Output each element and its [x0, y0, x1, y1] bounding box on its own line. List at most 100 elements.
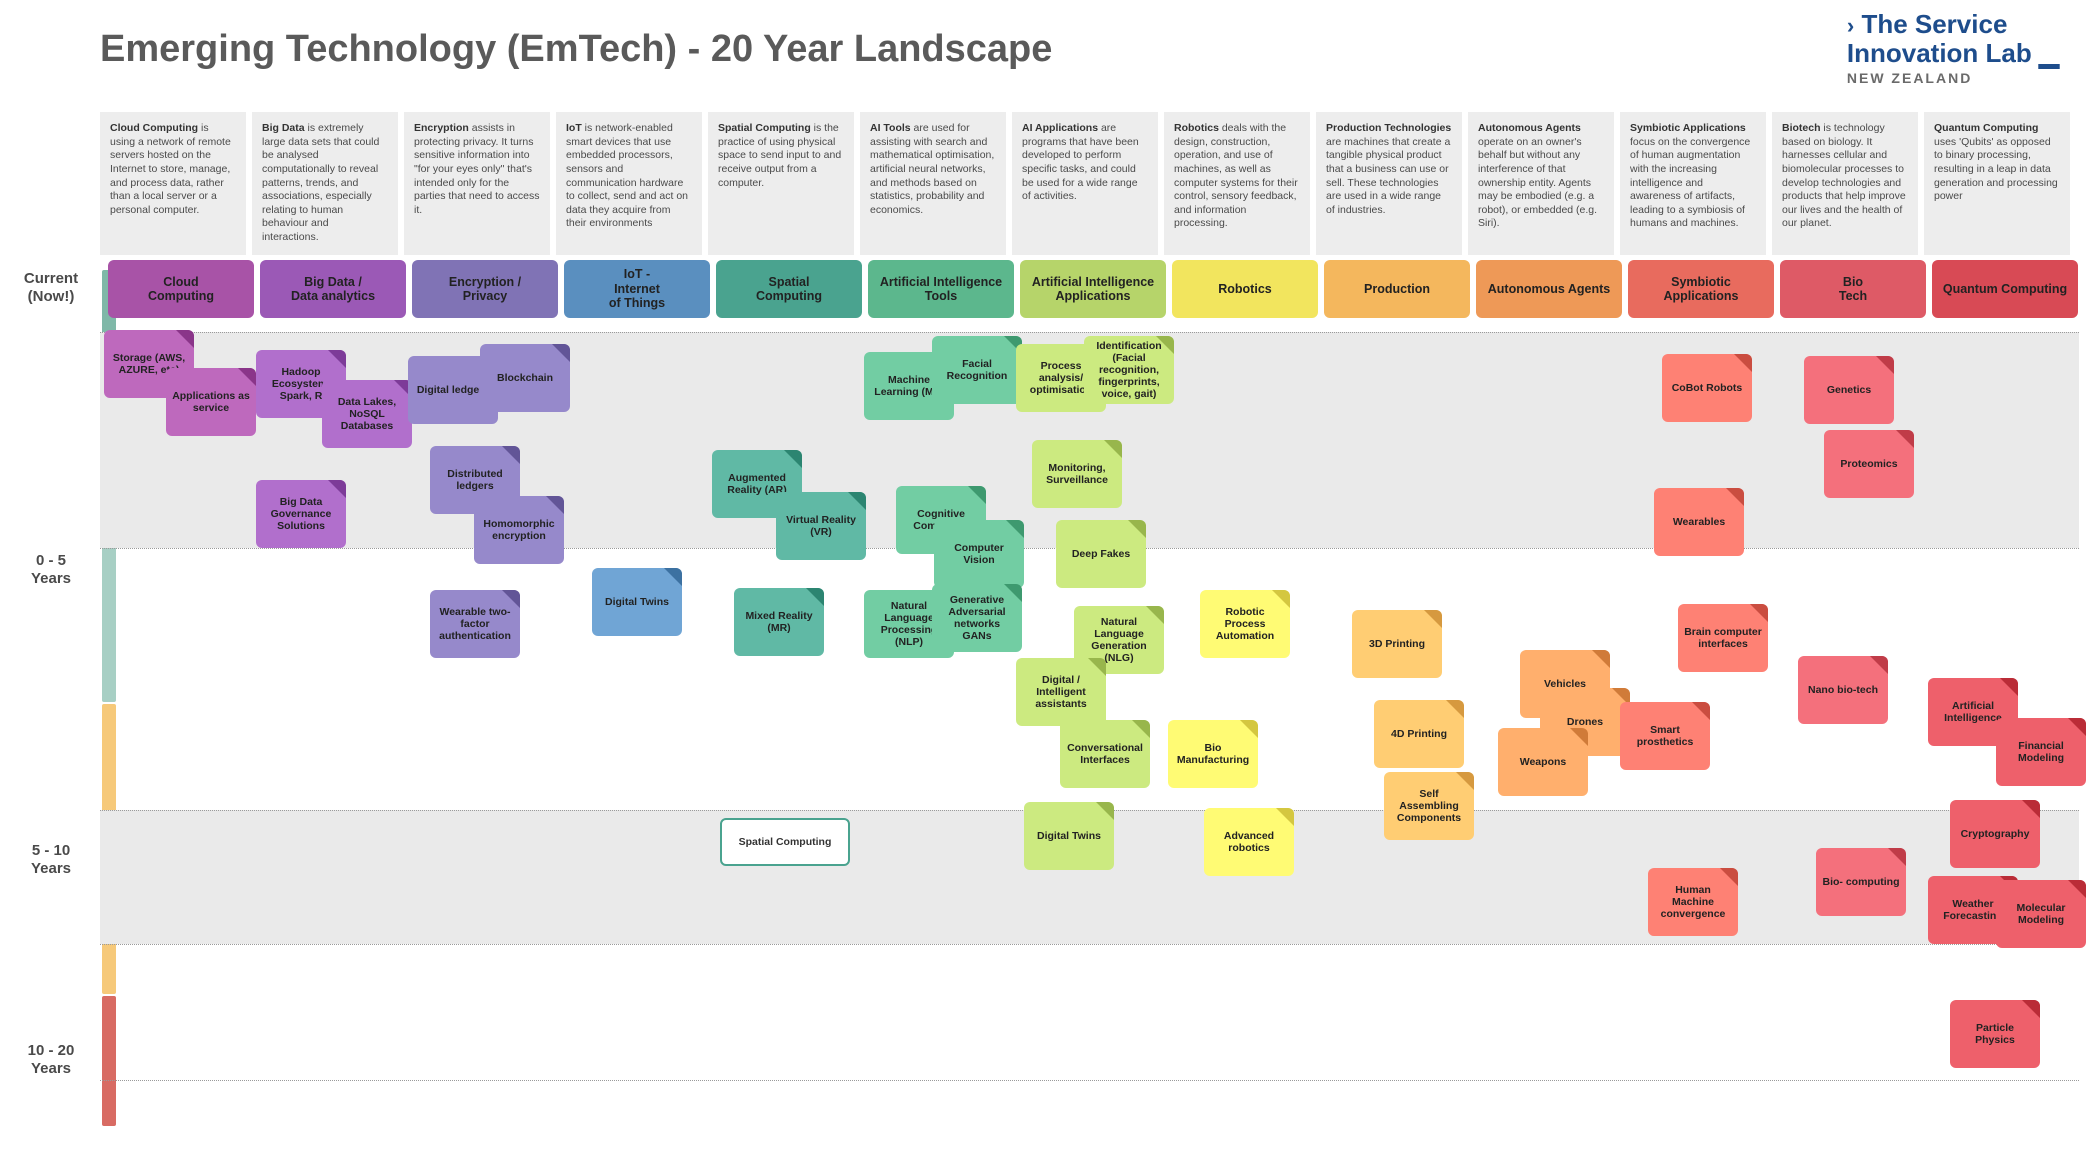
- fold-icon: [1104, 440, 1122, 458]
- column-header: IoT -Internetof Things: [564, 260, 710, 318]
- tech-node: Proteomics: [1824, 430, 1914, 498]
- fold-icon: [1888, 848, 1906, 866]
- tech-node: Particle Physics: [1950, 1000, 2040, 1068]
- chevron-right-icon: ›: [1847, 13, 1854, 38]
- fold-icon: [2022, 800, 2040, 818]
- fold-icon: [1128, 520, 1146, 538]
- tech-node: Wearables: [1654, 488, 1744, 556]
- description-box: Quantum Computing uses 'Qubits' as oppos…: [1924, 112, 2070, 255]
- tech-node: Digital / Intelligent assistants: [1016, 658, 1106, 726]
- column-header: SpatialComputing: [716, 260, 862, 318]
- tech-node: Digital Twins: [592, 568, 682, 636]
- logo-line2: Innovation Lab: [1847, 38, 2032, 68]
- fold-icon: [1896, 430, 1914, 448]
- fold-icon: [1726, 488, 1744, 506]
- fold-icon: [546, 496, 564, 514]
- timeline-label: 10 - 20Years: [12, 1042, 90, 1078]
- column-header: Big Data /Data analytics: [260, 260, 406, 318]
- tech-node: Human Machine convergence: [1648, 868, 1738, 936]
- description-box: AI Applications are programs that have b…: [1012, 112, 1158, 255]
- tech-node: Molecular Modeling: [1996, 880, 2086, 948]
- tech-node: CoBot Robots: [1662, 354, 1752, 422]
- logo-sub: NEW ZEALAND: [1847, 71, 2059, 86]
- description-box: IoT is network-enabled smart devices tha…: [556, 112, 702, 255]
- fold-icon: [1424, 610, 1442, 628]
- tech-node: Wearable two-factor authentication: [430, 590, 520, 658]
- column-header: Production: [1324, 260, 1470, 318]
- tech-node: Identification (Facial recognition, fing…: [1084, 336, 1174, 404]
- tech-node: 3D Printing: [1352, 610, 1442, 678]
- band-divider: [100, 944, 2079, 945]
- fold-icon: [1692, 702, 1710, 720]
- tech-node: Facial Recognition: [932, 336, 1022, 404]
- tech-node: Weapons: [1498, 728, 1588, 796]
- tech-node: Applications as service: [166, 368, 256, 436]
- description-box: AI Tools are used for assisting with sea…: [860, 112, 1006, 255]
- fold-icon: [1876, 356, 1894, 374]
- landscape-canvas: CloudComputingBig Data /Data analyticsEn…: [100, 260, 2099, 1150]
- tech-node: Conversational Interfaces: [1060, 720, 1150, 788]
- tech-node: Robotic Process Automation: [1200, 590, 1290, 658]
- column-header: SymbioticApplications: [1628, 260, 1774, 318]
- tech-node: Mixed Reality (MR): [734, 588, 824, 656]
- tech-node: Nano bio-tech: [1798, 656, 1888, 724]
- description-strip: Cloud Computing is using a network of re…: [100, 112, 2079, 255]
- fold-icon: [2068, 718, 2086, 736]
- fold-icon: [1734, 354, 1752, 372]
- fold-icon: [664, 568, 682, 586]
- tech-node: Generative Adversarial networks GANs: [932, 584, 1022, 652]
- fold-icon: [968, 486, 986, 504]
- fold-icon: [1006, 520, 1024, 538]
- description-box: Robotics deals with the design, construc…: [1164, 112, 1310, 255]
- tech-node: Genetics: [1804, 356, 1894, 424]
- column-header: CloudComputing: [108, 260, 254, 318]
- tech-node: Bio- computing: [1816, 848, 1906, 916]
- band-divider: [100, 332, 2079, 333]
- fold-icon: [1446, 700, 1464, 718]
- description-box: Biotech is technology based on biology. …: [1772, 112, 1918, 255]
- column-header: Quantum Computing: [1932, 260, 2078, 318]
- tech-node: Self Assembling Components: [1384, 772, 1474, 840]
- tech-node: Virtual Reality (VR): [776, 492, 866, 560]
- fold-icon: [848, 492, 866, 510]
- fold-icon: [552, 344, 570, 362]
- band-divider: [100, 1080, 2079, 1081]
- tech-node: Computer Vision: [934, 520, 1024, 588]
- description-box: Symbiotic Applications focus on the conv…: [1620, 112, 1766, 255]
- fold-icon: [1570, 728, 1588, 746]
- tech-node: Brain computer interfaces: [1678, 604, 1768, 672]
- column-header: BioTech: [1780, 260, 1926, 318]
- tech-node: Monitoring, Surveillance: [1032, 440, 1122, 508]
- tech-node: Bio Manufacturing: [1168, 720, 1258, 788]
- description-box: Cloud Computing is using a network of re…: [100, 112, 246, 255]
- fold-icon: [1750, 604, 1768, 622]
- page-title: Emerging Technology (EmTech) - 20 Year L…: [100, 28, 1052, 71]
- column-header: Encryption /Privacy: [412, 260, 558, 318]
- fold-icon: [502, 446, 520, 464]
- timeline-label: Current(Now!): [12, 270, 90, 306]
- fold-icon: [1870, 656, 1888, 674]
- column-header: Robotics: [1172, 260, 1318, 318]
- description-box: Production Technologies are machines tha…: [1316, 112, 1462, 255]
- fold-icon: [1276, 808, 1294, 826]
- tech-node: 4D Printing: [1374, 700, 1464, 768]
- logo: › The Service Innovation Lab ▁ NEW ZEALA…: [1847, 10, 2059, 87]
- description-box: Spatial Computing is the practice of usi…: [708, 112, 854, 255]
- fold-icon: [1132, 720, 1150, 738]
- fold-icon: [2022, 1000, 2040, 1018]
- tech-node: Data Lakes, NoSQL Databases: [322, 380, 412, 448]
- tech-node: Homomorphic encryption: [474, 496, 564, 564]
- fold-icon: [1240, 720, 1258, 738]
- logo-line1: The Service: [1861, 9, 2007, 39]
- description-box: Encryption assists in protecting privacy…: [404, 112, 550, 255]
- tech-node: Cryptography: [1950, 800, 2040, 868]
- column-header: Artificial IntelligenceApplications: [1020, 260, 1166, 318]
- description-box: Big Data is extremely large data sets th…: [252, 112, 398, 255]
- column-header: Autonomous Agents: [1476, 260, 1622, 318]
- tech-node: Deep Fakes: [1056, 520, 1146, 588]
- fold-icon: [2000, 678, 2018, 696]
- column-header: Artificial IntelligenceTools: [868, 260, 1014, 318]
- tech-node: Advanced robotics: [1204, 808, 1294, 876]
- description-box: Autonomous Agents operate on an owner's …: [1468, 112, 1614, 255]
- tech-node: Digital Twins: [1024, 802, 1114, 870]
